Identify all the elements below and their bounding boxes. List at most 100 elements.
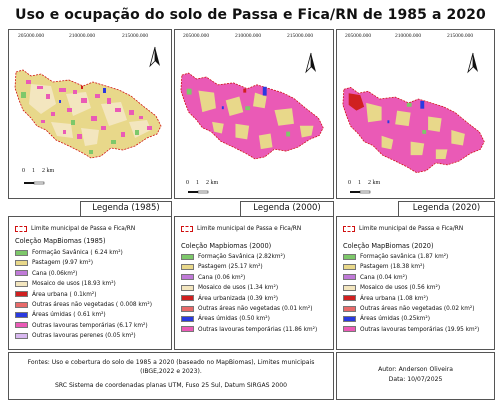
legend-item: Área urbana (1.08 km²) — [343, 295, 428, 303]
scale-label: 0 — [22, 168, 25, 174]
legend-swatch — [181, 284, 194, 291]
legend-swatch — [15, 259, 28, 266]
legend-swatch — [181, 274, 194, 281]
legend-label: Áreas úmidas ( 0.61 km²) — [32, 312, 106, 319]
collection-label: Coleção Mapbiomas (2000) — [181, 242, 272, 250]
legend-swatch — [181, 295, 194, 302]
scale-label: 0 — [348, 180, 351, 186]
scale-label: 2 km — [42, 168, 55, 174]
coordinate-label: 205000.000 — [183, 33, 210, 39]
coordinate-label: 210000.000 — [395, 33, 422, 39]
north-arrow-icon — [149, 46, 160, 68]
boundary-swatch — [343, 225, 355, 232]
legend-swatch — [181, 263, 194, 270]
legend-label: Área urbana (1.08 km²) — [360, 295, 429, 302]
legend-item: Mosaico de usos (0.56 km²) — [343, 284, 440, 292]
legend-item: Áreas úmidas (0.50 km²) — [181, 315, 270, 323]
legend-swatch — [343, 315, 356, 322]
legend-label: Cana (0.06km²) — [32, 270, 78, 277]
legend-item: Áreas úmidas (0.25km²) — [343, 315, 430, 323]
legend-label: Pastagem (25.17 km²) — [198, 264, 263, 271]
scale-label: 1 — [32, 168, 35, 174]
legend-swatch — [181, 315, 194, 322]
legend-swatch — [15, 322, 28, 329]
legend-item: Formação Savânica ( 6.24 km²) — [15, 249, 123, 257]
map-panel-2020: 205000.000 210000.000 215000.000 0 1 2 k… — [336, 29, 495, 199]
legend-item: Área urbanizada (0.39 km²) — [181, 295, 278, 303]
scale-label: 1 — [196, 180, 199, 186]
legend-item: Outras áreas não vegetadas (0.02 km²) — [343, 305, 474, 313]
page-title: Uso e ocupação do solo de Passa e Fica/R… — [15, 7, 486, 23]
legend-label: Mosaico de usos (1.34 km²) — [198, 285, 279, 292]
coordinate-label: 215000.000 — [447, 33, 474, 39]
legend-2000: Limite municipal de Passa e Fica/RN Cole… — [174, 216, 334, 350]
legend-swatch — [343, 305, 356, 312]
legend-label: Formação Savânica ( 6.24 km²) — [32, 250, 123, 256]
sources-text: Fontes: Uso e cobertura do solo de 1985 … — [27, 359, 315, 366]
footer-author: Autor: Anderson Oliveira Data: 10/07/202… — [336, 352, 495, 400]
legend-item: Cana (0.06 km²) — [181, 274, 245, 282]
legend-swatch — [15, 301, 28, 308]
legend-label: Mosaico de usos (18.93 km²) — [32, 281, 116, 288]
legend-swatch — [15, 280, 28, 287]
legend-label: Área urbanizada (0.39 km²) — [198, 295, 279, 302]
legend-label: Outras lavouras temporárias (11.86 km²) — [198, 326, 318, 333]
north-arrow-icon — [305, 52, 316, 74]
sources-text: (IBGE,2022 e 2023). — [140, 368, 202, 375]
legend-swatch — [343, 274, 356, 281]
scale-bar — [24, 181, 45, 185]
legend-item: Cana (0.04 km²) — [343, 274, 407, 282]
legend-item: Pastagem (25.17 km²) — [181, 263, 263, 271]
legend-label: Pastagem (18.38 km²) — [360, 264, 425, 271]
legend-2020: Limite municipal de Passa e Fica/RN Cole… — [336, 216, 495, 350]
legend-item: Limite municipal de Passa e Fica/RN — [15, 225, 135, 233]
legend-label: Outras lavouras perenes (0.05 km²) — [32, 333, 136, 340]
legend-item: Mosaico de usos (18.93 km²) — [15, 280, 116, 288]
scale-label: 2 km — [368, 180, 381, 186]
legend-item: Outras lavouras temporárias (11.86 km²) — [181, 326, 317, 334]
coordinate-label: 205000.000 — [345, 33, 372, 39]
legend-label: Formação savânica (1.87 km²) — [360, 254, 449, 260]
author-text: Autor: Anderson Oliveira — [378, 366, 453, 373]
legend-title-1985: Legenda (1985) — [80, 201, 172, 217]
legend-label: Outras áreas não vegetadas ( 0.008 km²) — [32, 302, 153, 308]
legend-swatch — [343, 284, 356, 291]
footer-sources: Fontes: Uso e cobertura do solo de 1985 … — [8, 352, 334, 400]
legend-item: Pastagem (18.38 km²) — [343, 263, 425, 271]
legend-item: Pastagem (9.97 km²) — [15, 259, 93, 267]
legend-swatch — [15, 291, 28, 298]
legend-label: Pastagem (9.97 km²) — [32, 260, 93, 267]
scale-label: 1 — [358, 180, 361, 186]
legend-swatch — [15, 249, 28, 256]
legend-item: Área urbana ( 0.1km²) — [15, 291, 96, 299]
legend-item: Formação savânica (1.87 km²) — [343, 253, 448, 261]
collection-label: Coleção MapBiomas (1985) — [15, 237, 106, 245]
legend-swatch — [343, 326, 356, 333]
legend-label: Cana (0.06 km²) — [198, 274, 246, 281]
scale-label: 2 km — [206, 180, 219, 186]
legend-item: Cana (0.06km²) — [15, 270, 77, 278]
legend-item: Formação Savânica (2.82km²) — [181, 253, 285, 261]
map-panel-1985: 205000.000 210000.000 215000.000 0 — [8, 29, 172, 199]
legend-label: Mosaico de usos (0.56 km²) — [360, 285, 441, 292]
coordinate-label: 205000.000 — [18, 33, 45, 39]
legend-1985: Limite municipal de Passa e Fica/RN Cole… — [8, 216, 172, 350]
legend-swatch — [181, 305, 194, 312]
legend-label: Área urbana ( 0.1km²) — [32, 291, 97, 298]
legend-label: Outras áreas não vegetadas (0.02 km²) — [360, 306, 475, 312]
coordinate-label: 210000.000 — [235, 33, 262, 39]
legend-item: Outras áreas não vegetadas ( 0.008 km²) — [15, 301, 152, 309]
map-panel-2000: 205000.000 210000.000 215000.000 0 1 2 k… — [174, 29, 334, 199]
legend-title-2020: Legenda (2020) — [398, 201, 495, 217]
scale-label: 0 — [186, 180, 189, 186]
date-text: Data: 10/07/2025 — [388, 376, 443, 383]
legend-item: Outras lavouras temporárias (19.95 km²) — [343, 326, 479, 334]
legend-label: Outras lavouras temporárias (19.95 km²) — [360, 326, 480, 333]
coordinate-label: 215000.000 — [287, 33, 314, 39]
collection-label: Coleção MapBiomas (2020) — [343, 242, 434, 250]
legend-label: Outras áreas não vegetadas (0.01 km²) — [198, 306, 313, 312]
north-arrow-icon — [467, 52, 478, 74]
legend-item: Mosaico de usos (1.34 km²) — [181, 284, 278, 292]
legend-swatch — [343, 263, 356, 270]
legend-item: Limite municipal de Passa e Fica/RN — [343, 225, 463, 233]
